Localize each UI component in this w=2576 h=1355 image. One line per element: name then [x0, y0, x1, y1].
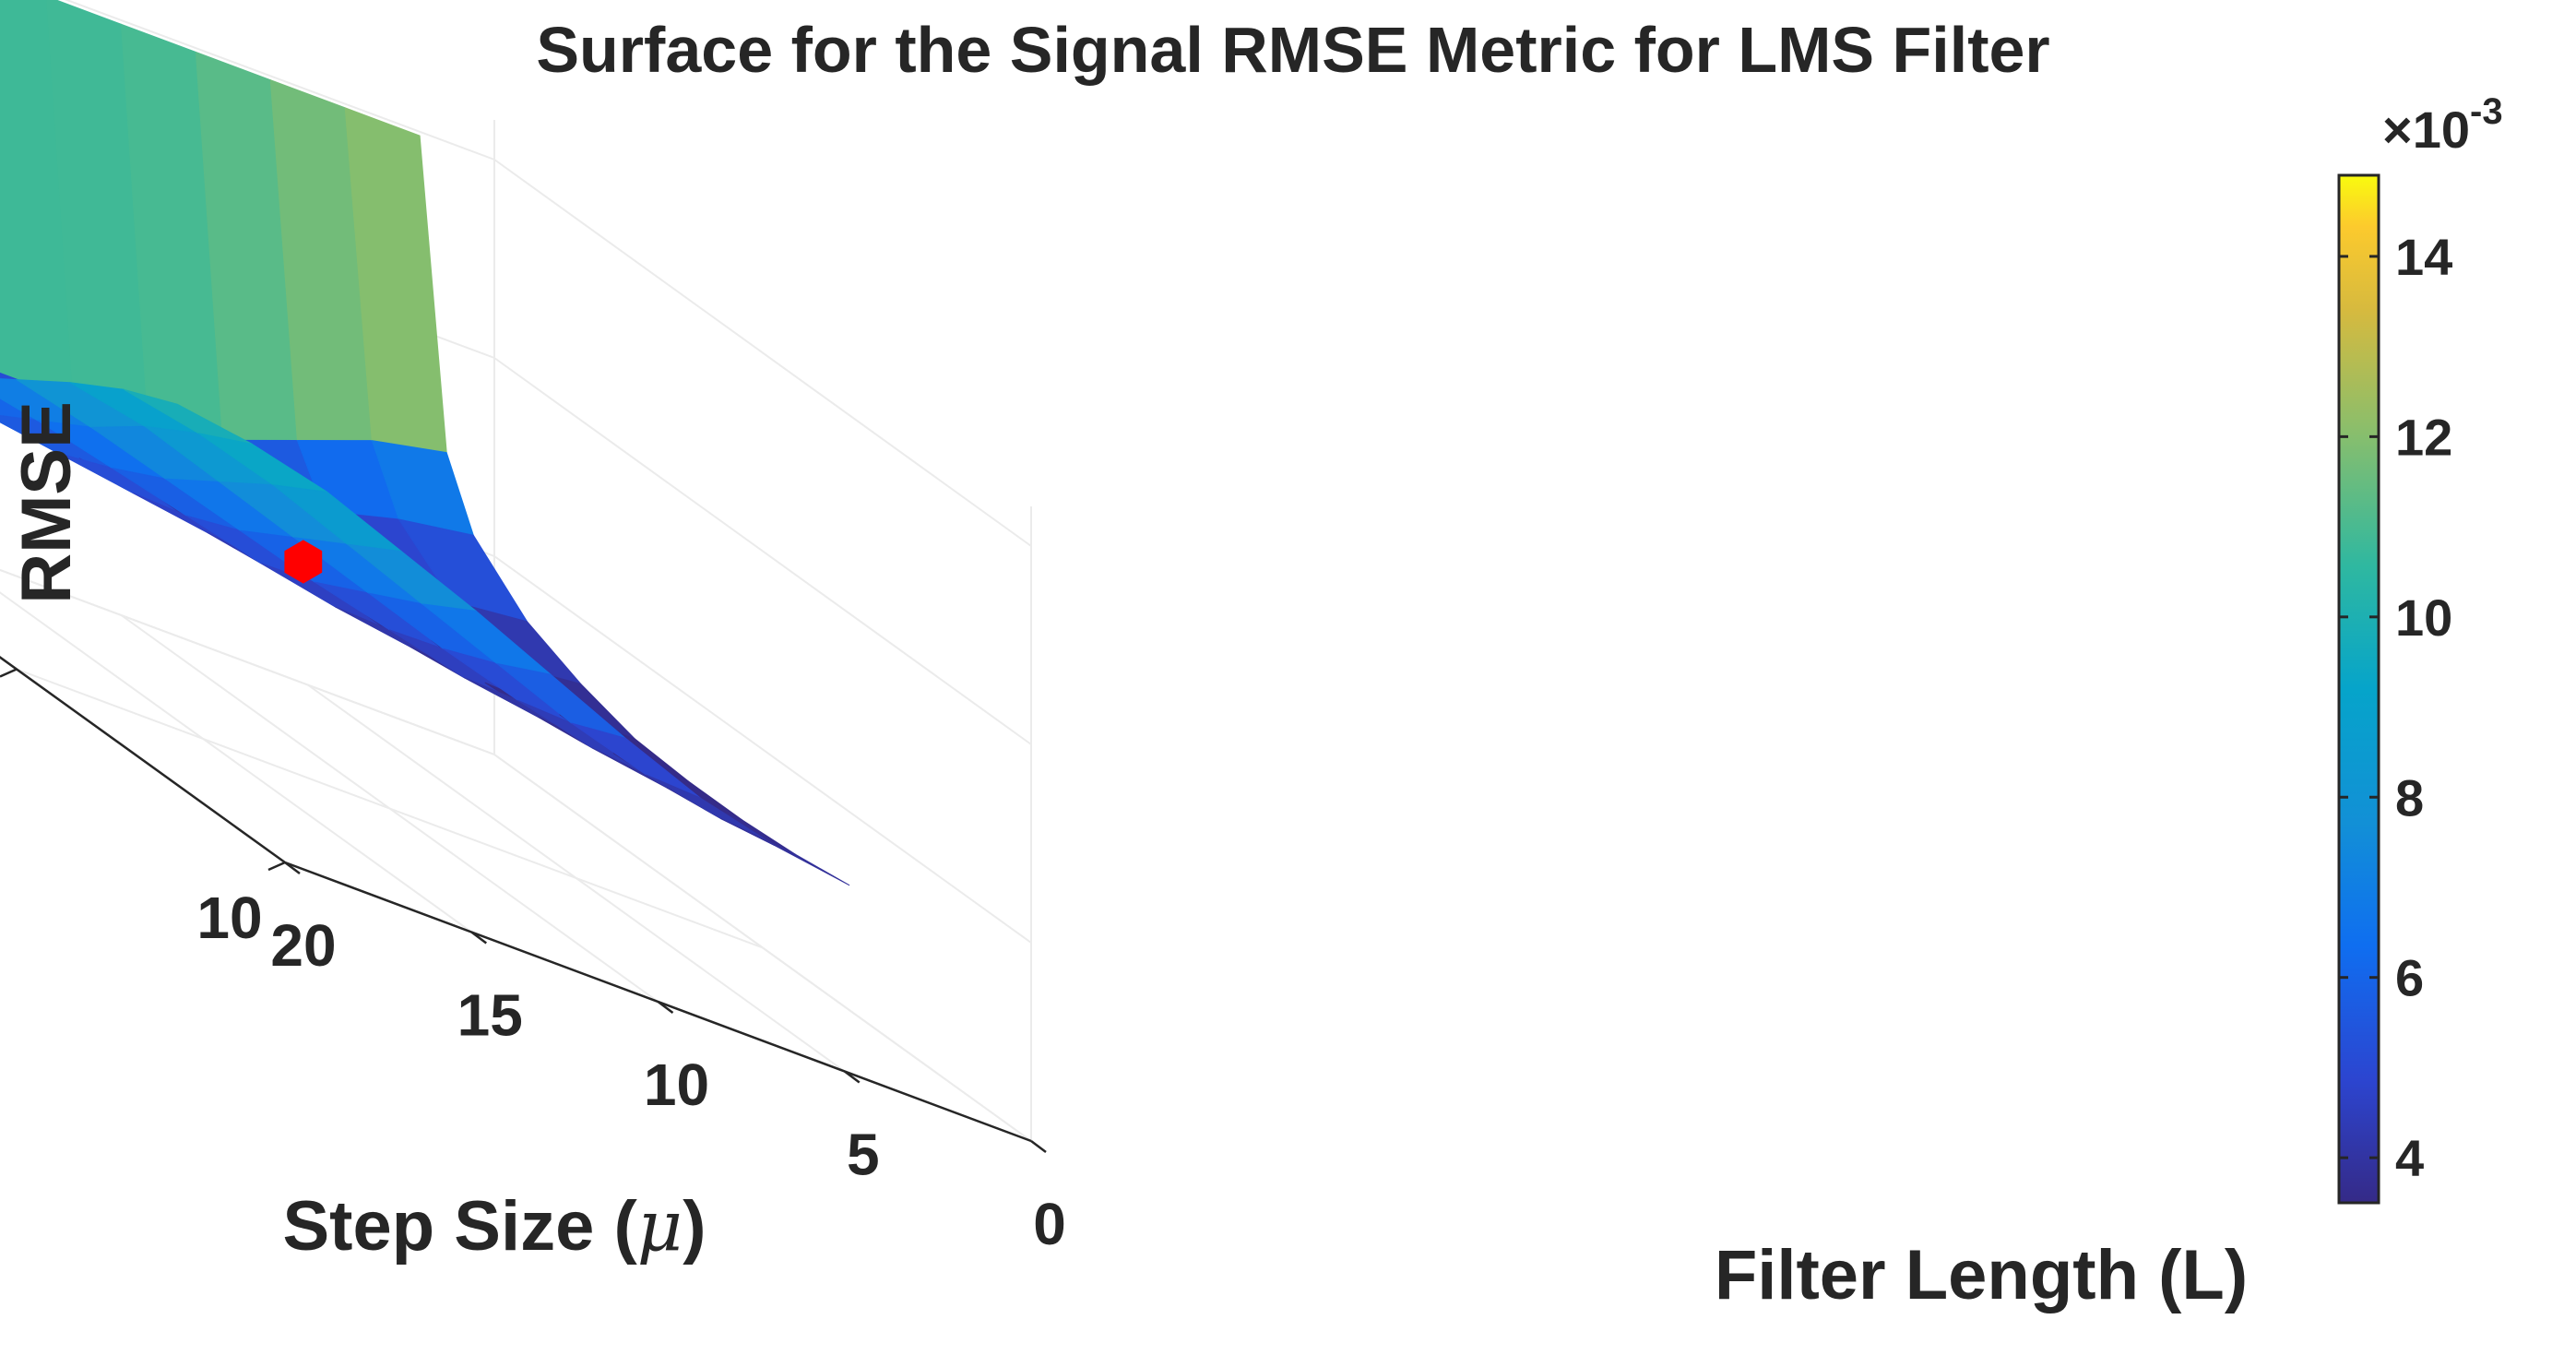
- highlight-marker-group: [284, 540, 323, 584]
- surface-patch: [720, 818, 850, 886]
- x-tick-label: 15: [457, 982, 523, 1049]
- chart-title: Surface for the Signal RMSE Metric for L…: [536, 14, 2049, 86]
- grid-line: [0, 591, 472, 933]
- y-axis-label-suffix: ): [683, 1187, 706, 1266]
- optimal-point-marker: [284, 540, 323, 584]
- x-axis-label: Filter Length (L): [1715, 1236, 2248, 1314]
- mu-symbol: μ: [637, 1184, 683, 1266]
- colorbar-tick-label: 10: [2395, 588, 2452, 647]
- x-tick-mark: [1030, 1140, 1047, 1153]
- surface-patch: [571, 722, 701, 799]
- x-tick-mark: [470, 931, 487, 945]
- colorbar-tick-label: 8: [2395, 768, 2424, 826]
- grid-line: [307, 683, 846, 1073]
- x-tick-mark: [844, 1070, 861, 1084]
- colorbar-gradient: [2337, 173, 2380, 1205]
- colorbar: 4 6 8 10 12 14 ×10-3: [2337, 91, 2503, 1205]
- y-tick-mark: [0, 668, 18, 678]
- y-tick-mark: [267, 861, 286, 872]
- colorbar-ticks: 4 6 8 10 12 14: [2339, 228, 2452, 1187]
- surface: [0, 0, 850, 886]
- grid-line: [120, 614, 659, 1003]
- tick-labels: 0510152005100.00×1005.00×10-31.00×10-2: [0, 668, 1066, 1257]
- colorbar-multiplier-base: ×10: [2382, 101, 2470, 159]
- x-tick-mark: [284, 862, 301, 874]
- colorbar-tick-label: 12: [2395, 408, 2452, 466]
- colorbar-tick-label: 4: [2395, 1129, 2424, 1187]
- x-tick-mark: [657, 1001, 674, 1014]
- x-tick-label: 0: [1033, 1191, 1066, 1257]
- y-tick-label: 10: [196, 885, 262, 951]
- y-axis-label-prefix: Step Size (: [282, 1187, 637, 1266]
- x-tick-label: 5: [847, 1122, 880, 1188]
- colorbar-multiplier-exp: -3: [2470, 91, 2503, 132]
- x-tick-label: 20: [270, 912, 336, 979]
- colorbar-tick-label: 6: [2395, 949, 2424, 1007]
- z-axis-label: RMSE: [7, 401, 86, 604]
- x-tick-label: 10: [644, 1052, 709, 1118]
- colorbar-multiplier: ×10-3: [2382, 91, 2503, 159]
- y-axis-label: Step Size (μ): [282, 1184, 706, 1266]
- colorbar-tick-label: 14: [2395, 228, 2452, 286]
